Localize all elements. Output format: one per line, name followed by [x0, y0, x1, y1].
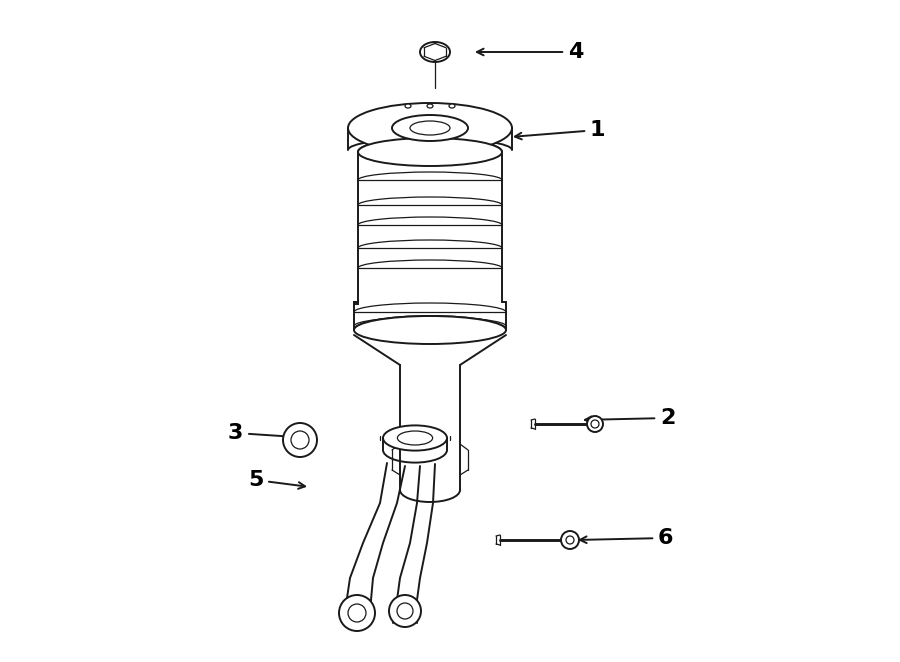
- Ellipse shape: [449, 104, 455, 108]
- Text: 4: 4: [477, 42, 583, 62]
- Ellipse shape: [348, 103, 512, 153]
- Polygon shape: [354, 302, 358, 304]
- Circle shape: [283, 423, 317, 457]
- Circle shape: [561, 531, 579, 549]
- Ellipse shape: [383, 426, 447, 451]
- Text: 1: 1: [515, 120, 606, 140]
- Circle shape: [291, 431, 309, 449]
- Text: 6: 6: [580, 528, 673, 548]
- Ellipse shape: [398, 431, 433, 445]
- Ellipse shape: [420, 42, 450, 62]
- Circle shape: [397, 603, 413, 619]
- Circle shape: [566, 536, 574, 544]
- Circle shape: [348, 604, 366, 622]
- Text: 3: 3: [228, 423, 291, 443]
- Text: 5: 5: [248, 470, 305, 490]
- Text: 2: 2: [585, 408, 675, 428]
- Ellipse shape: [354, 316, 506, 344]
- Circle shape: [591, 420, 599, 428]
- Circle shape: [587, 416, 603, 432]
- Circle shape: [339, 595, 375, 631]
- Circle shape: [389, 595, 421, 627]
- Ellipse shape: [427, 104, 433, 108]
- Ellipse shape: [410, 121, 450, 135]
- Ellipse shape: [392, 115, 468, 141]
- Ellipse shape: [358, 138, 502, 166]
- Ellipse shape: [405, 104, 411, 108]
